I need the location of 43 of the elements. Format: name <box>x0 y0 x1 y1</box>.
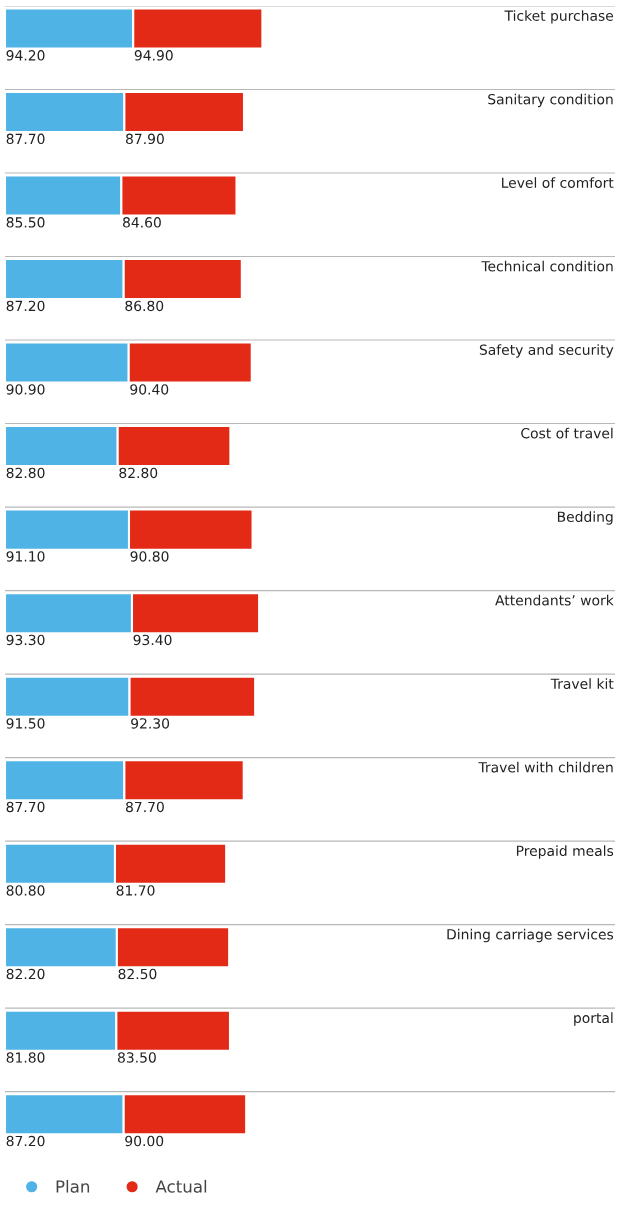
data-label: 81.80 <box>6 1052 45 1063</box>
data-label: 87.90 <box>125 133 164 145</box>
data-label: 93.40 <box>133 634 172 646</box>
legend-label: Plan <box>56 1179 90 1193</box>
legend-label: Actual <box>155 1179 207 1193</box>
y-tick-label: Technical condition <box>481 260 613 272</box>
data-label: 83.50 <box>117 1052 156 1063</box>
data-label: 81.70 <box>116 885 155 896</box>
data-label: 91.10 <box>6 551 45 562</box>
data-label: 82.80 <box>6 467 45 479</box>
data-label: 90.00 <box>125 1135 164 1147</box>
y-tick-label: Cost of travel <box>521 427 613 439</box>
y-tick-label: Prepaid meals <box>516 845 614 859</box>
data-label: 82.50 <box>118 968 157 980</box>
data-label: 94.90 <box>134 50 173 61</box>
data-label: 87.20 <box>6 1135 45 1147</box>
data-label: 87.70 <box>125 801 164 813</box>
y-tick-label: Travel with children <box>478 761 613 773</box>
y-tick-label: Attendants’ work <box>495 594 614 606</box>
data-label: 90.90 <box>6 384 45 395</box>
data-label: 80.80 <box>6 885 45 896</box>
data-label: 84.60 <box>123 217 161 228</box>
y-tick-label: Safety and security <box>479 344 614 358</box>
y-tick-label: Dining carriage services <box>447 928 614 943</box>
data-label: 92.30 <box>131 718 170 729</box>
y-tick-label: Bedding <box>557 511 613 525</box>
data-label: 87.20 <box>6 300 45 312</box>
data-label: 87.70 <box>6 801 45 813</box>
y-tick-label: Sanitary condition <box>488 93 613 108</box>
data-label: 90.80 <box>130 551 169 562</box>
data-label: 94.20 <box>6 50 45 61</box>
data-label: 87.70 <box>6 133 45 145</box>
data-label: 82.80 <box>119 467 158 479</box>
y-tick-label: portal <box>574 1012 613 1026</box>
data-label: 86.80 <box>125 300 164 312</box>
y-tick-label: Travel kit <box>550 678 614 690</box>
data-label: 85.50 <box>6 217 45 228</box>
data-label: 90.40 <box>130 384 169 395</box>
data-label: 93.30 <box>6 634 45 646</box>
y-tick-label: Ticket purchase <box>504 10 614 24</box>
data-label: 82.20 <box>6 968 45 980</box>
data-label: 91.50 <box>6 718 45 729</box>
y-tick-label: Level of comfort <box>502 177 614 188</box>
